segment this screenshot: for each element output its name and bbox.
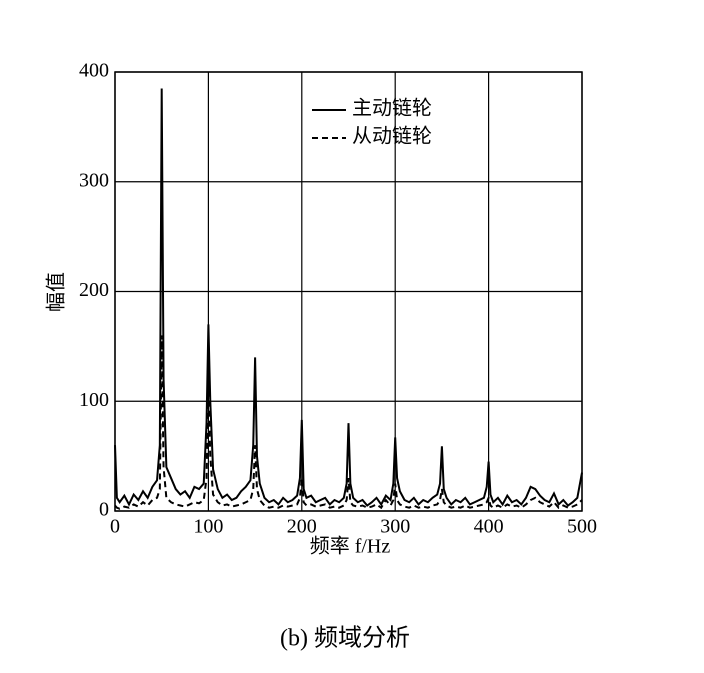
series-line — [114, 88, 583, 507]
caption: (b) 频域分析 — [280, 625, 410, 652]
x-tick-label: 400 — [474, 516, 504, 538]
x-tick-label: 500 — [567, 516, 597, 538]
series-line — [114, 335, 583, 510]
y-tick-label: 300 — [79, 169, 109, 191]
x-tick-label: 0 — [110, 516, 120, 538]
y-tick-label: 0 — [99, 499, 109, 521]
y-tick-label: 400 — [79, 60, 109, 82]
legend-label: 从动链轮 — [352, 125, 432, 148]
x-tick-label: 200 — [287, 516, 317, 538]
x-tick-label: 100 — [193, 516, 223, 538]
legend-label: 主动链轮 — [352, 97, 432, 120]
y-tick-label: 100 — [79, 389, 109, 411]
x-axis-label: 频率 f/Hz — [310, 535, 391, 558]
y-axis-label: 幅值 — [45, 272, 68, 312]
plot-frame — [114, 71, 583, 512]
y-tick-label: 200 — [79, 279, 109, 301]
x-tick-label: 300 — [380, 516, 410, 538]
